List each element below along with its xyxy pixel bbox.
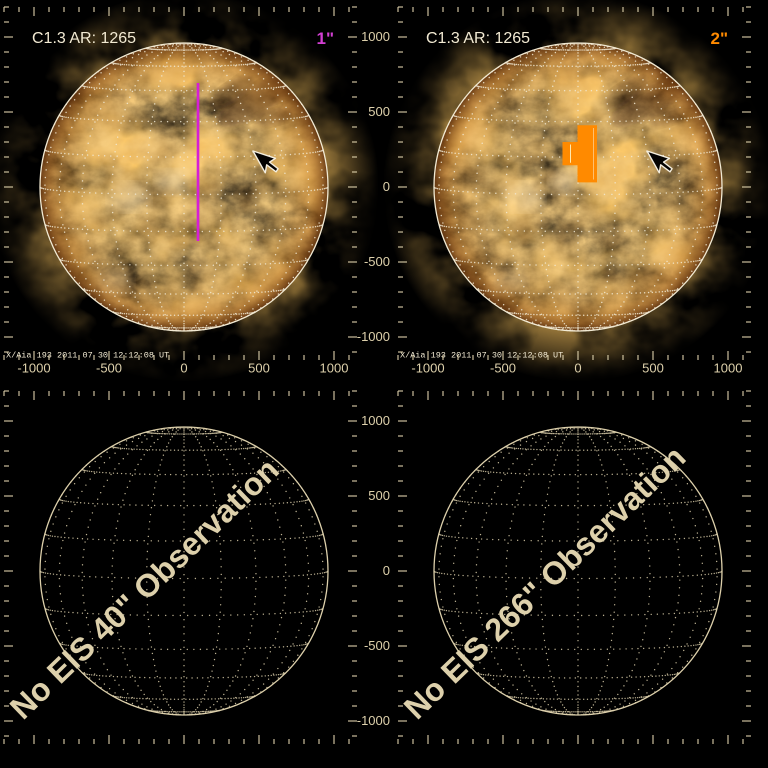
- svg-text:-1000: -1000: [357, 713, 390, 728]
- svg-text:0: 0: [574, 361, 581, 376]
- svg-text:1000: 1000: [714, 361, 743, 376]
- svg-text:-500: -500: [96, 361, 122, 376]
- svg-text:1": 1": [316, 29, 334, 48]
- svg-text:0: 0: [180, 361, 187, 376]
- svg-text:-1000: -1000: [17, 361, 50, 376]
- svg-text:X/Aia 193 2011 07 30 12:12:0: X/Aia 193 2011 07 30 12:12:08 UT: [400, 351, 563, 361]
- svg-text:500: 500: [368, 104, 390, 119]
- svg-text:-500: -500: [364, 638, 390, 653]
- svg-text:-500: -500: [364, 254, 390, 269]
- svg-text:500: 500: [642, 361, 664, 376]
- svg-text:-500: -500: [490, 361, 516, 376]
- svg-text:1000: 1000: [320, 361, 349, 376]
- svg-text:1000: 1000: [361, 413, 390, 428]
- svg-text:0: 0: [383, 179, 390, 194]
- svg-text:X/Aia 193 2011 07 30 12:12:0: X/Aia 193 2011 07 30 12:12:08 UT: [6, 351, 169, 361]
- svg-text:1000: 1000: [361, 29, 390, 44]
- svg-text:500: 500: [248, 361, 270, 376]
- svg-text:C1.3 AR: 1265: C1.3 AR: 1265: [426, 30, 530, 47]
- svg-text:2": 2": [710, 29, 728, 48]
- svg-text:500: 500: [368, 488, 390, 503]
- svg-text:-1000: -1000: [357, 329, 390, 344]
- svg-text:-1000: -1000: [411, 361, 444, 376]
- svg-text:0: 0: [383, 563, 390, 578]
- svg-text:C1.3 AR: 1265: C1.3 AR: 1265: [32, 30, 136, 47]
